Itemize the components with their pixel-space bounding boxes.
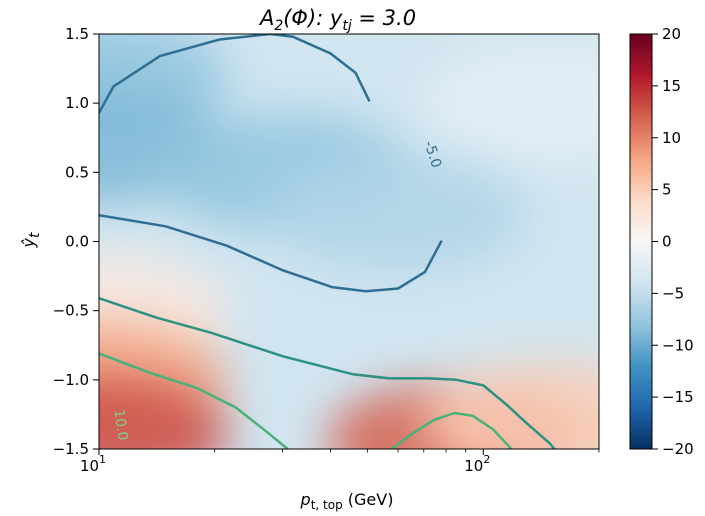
contour-line <box>99 296 556 449</box>
x-axis: 101 102 <box>80 449 600 475</box>
colorbar-tick-label: 20 <box>662 25 681 43</box>
y-tick-label: 0.5 <box>65 163 89 181</box>
colorbar-tick-label: −20 <box>662 440 694 458</box>
x-tick-label: 101 <box>80 453 106 475</box>
contour-lines: -5.010.0 <box>99 34 556 449</box>
y-tick-label: 1.5 <box>65 25 89 43</box>
contour-line <box>390 411 513 449</box>
colorbar <box>629 33 653 450</box>
colorbar-tick-label: −10 <box>662 336 694 354</box>
colorbar-axis: 20 15 10 5 0 −5 −10 −15 −20 <box>652 25 694 458</box>
colorbar-tick-label: 5 <box>662 181 672 199</box>
heatmap-field <box>99 34 599 449</box>
contour-label: 10.0 <box>110 408 130 441</box>
heatmap-cell <box>268 153 529 274</box>
y-tick-label: 0.0 <box>65 233 89 251</box>
colorbar-tick-label: −5 <box>662 284 684 302</box>
contour-line <box>99 213 443 293</box>
heatmap-cell <box>421 43 599 164</box>
y-tick-label: −0.5 <box>53 302 89 320</box>
colorbar-tick-label: −15 <box>662 388 694 406</box>
heatmap-cell <box>99 375 229 449</box>
contour-line <box>99 34 371 115</box>
x-axis-label: pt, top (GeV) <box>300 490 394 512</box>
contour-line <box>99 352 290 449</box>
colorbar-tick-label: 10 <box>662 129 681 147</box>
colorbar-tick-label: 15 <box>662 77 681 95</box>
colorbar-tick-label: 0 <box>662 233 672 251</box>
y-tick-label: −1.5 <box>53 440 89 458</box>
y-tick-label: −1.0 <box>53 371 89 389</box>
x-tick-label: 102 <box>464 453 490 475</box>
heatmap-cell <box>421 361 599 449</box>
y-axis-label: ŷt <box>19 232 43 248</box>
y-axis: 1.5 1.0 0.5 0.0 −0.5 −1.0 −1.5 <box>53 25 99 458</box>
chart-title: A2(Φ): ytj = 3.0 <box>258 6 416 34</box>
y-tick-label: 1.0 <box>65 94 89 112</box>
